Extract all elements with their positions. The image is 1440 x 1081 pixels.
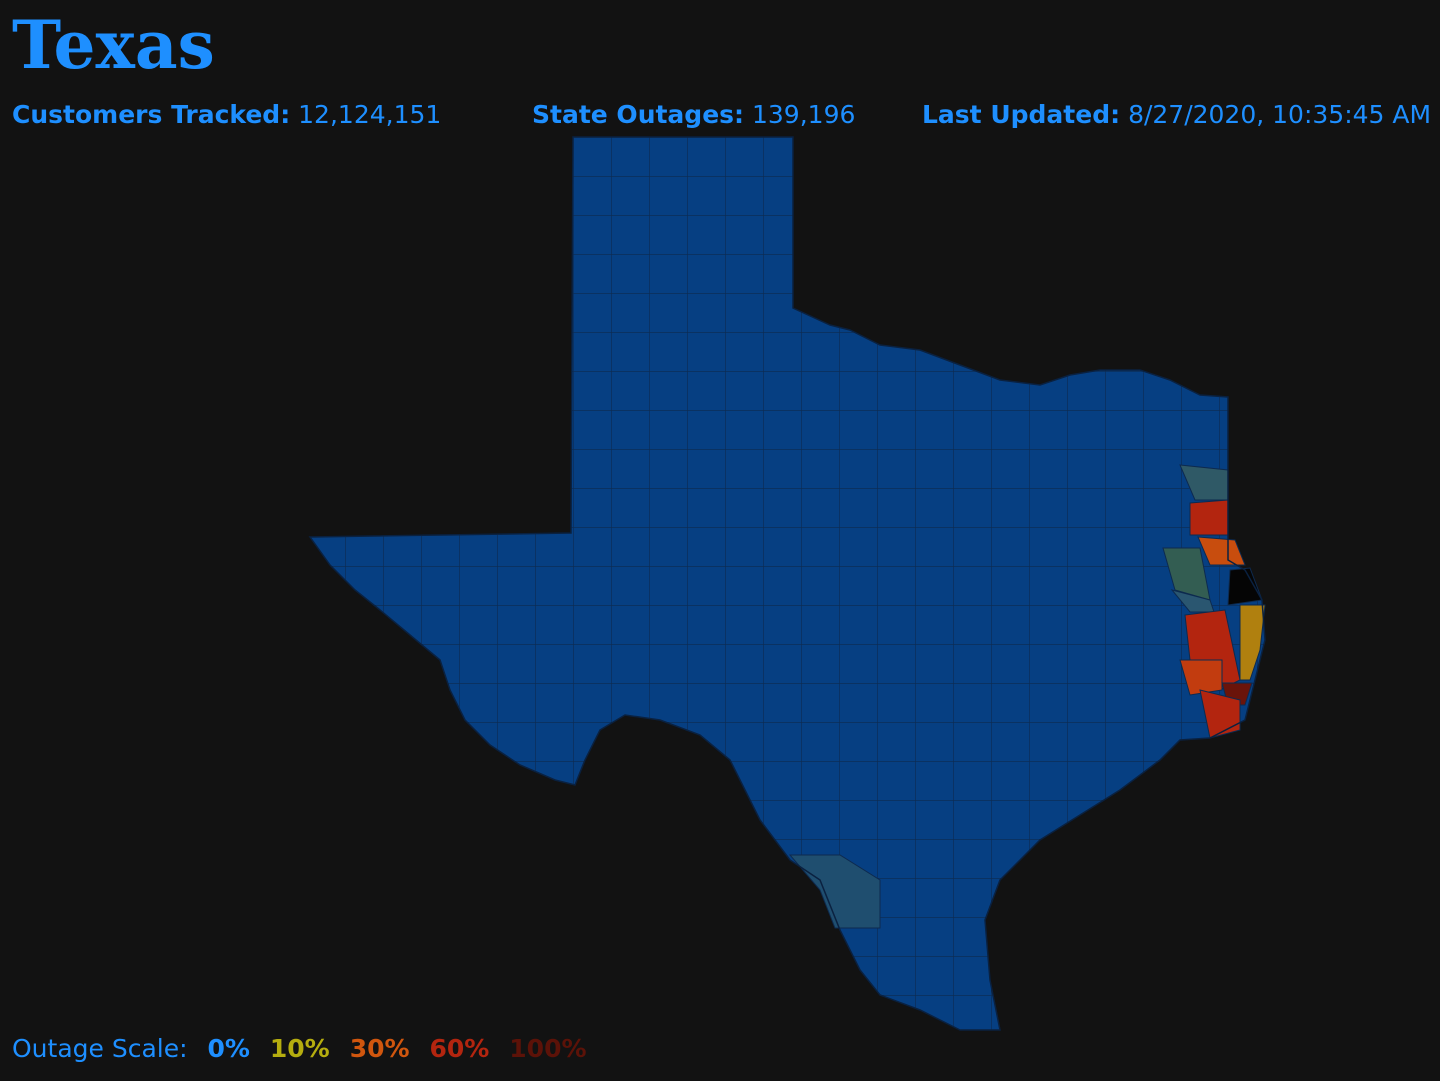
legend-item: 100% <box>509 1034 587 1063</box>
stat-value: 12,124,151 <box>298 100 442 129</box>
stat-label: Last Updated: <box>922 100 1121 129</box>
stat-label: State Outages: <box>532 100 745 129</box>
stat-value: 139,196 <box>752 100 856 129</box>
county <box>788 854 881 929</box>
county <box>1179 659 1223 696</box>
stat-label: Customers Tracked: <box>12 100 291 129</box>
stat: Customers Tracked: 12,124,151 <box>12 100 441 129</box>
stat-value: 8/27/2020, 10:35:45 AM <box>1128 100 1432 129</box>
county-grid <box>310 137 1265 1030</box>
county <box>1197 536 1246 566</box>
legend-item: 0% <box>207 1034 250 1063</box>
county <box>1239 604 1266 681</box>
legend-label: Outage Scale: <box>12 1034 188 1063</box>
legend-item: 60% <box>429 1034 490 1063</box>
stat: Last Updated: 8/27/2020, 10:35:45 AM <box>922 100 1431 129</box>
county <box>1227 567 1263 606</box>
legend-item: 30% <box>349 1034 410 1063</box>
state-title: Texas <box>12 6 215 84</box>
legend: Outage Scale: 0% 10% 30% 60% 100% <box>12 1034 587 1063</box>
county <box>1189 499 1229 536</box>
county <box>1199 689 1241 739</box>
affected-counties <box>788 464 1266 929</box>
stat: State Outages: 139,196 <box>532 100 855 129</box>
legend-item: 10% <box>269 1034 330 1063</box>
